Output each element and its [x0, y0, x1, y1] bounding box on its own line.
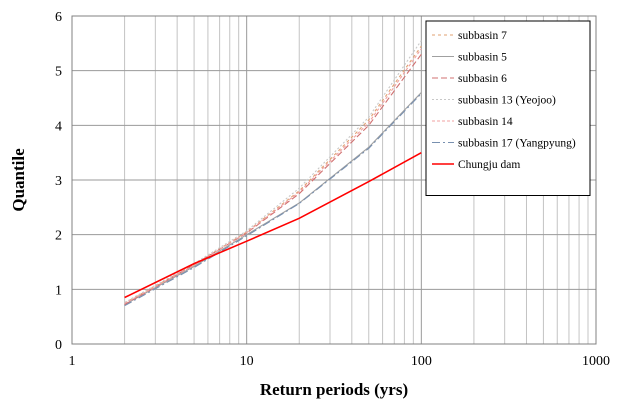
y-tick-label: 0 [55, 338, 62, 353]
legend: subbasin 7 subbasin 5 subbasin 6 subbasin 1… [425, 20, 591, 196]
y-tick-label: 5 [55, 65, 62, 80]
series-lines [124, 40, 422, 307]
y-tick-label: 1 [55, 283, 62, 298]
series-line-4 [124, 40, 422, 303]
legend-box [425, 20, 591, 196]
plot-area-frame [71, 15, 597, 345]
series-line-2 [124, 92, 422, 306]
x-tick-label: 10 [240, 354, 254, 369]
series-line-6 [124, 93, 422, 307]
series-line-3 [124, 53, 422, 306]
y-tick-label: 2 [55, 229, 62, 244]
y-tick-label: 4 [55, 119, 62, 134]
legend-label: Chungju dam [458, 159, 520, 171]
series-line-7 [124, 151, 422, 299]
legend-label: subbasin 17 (Yangpyung) [458, 138, 576, 150]
series-line-5 [124, 48, 422, 304]
series-line-1 [124, 45, 422, 304]
y-axis-title: Quantile [9, 148, 28, 212]
y-tick-label: 3 [55, 174, 62, 189]
legend-label: subbasin 6 [458, 73, 507, 85]
legend-label: subbasin 13 (Yeojoo) [458, 95, 556, 107]
x-tick-label: 100 [411, 354, 432, 369]
x-axis-title: Return periods (yrs) [260, 380, 408, 399]
x-tick-label: 1 [69, 354, 76, 369]
legend-label: subbasin 5 [458, 52, 507, 64]
legend-label: subbasin 14 [458, 116, 513, 128]
y-tick-label: 6 [55, 10, 62, 25]
legend-label: subbasin 7 [458, 30, 507, 42]
x-tick-label: 1000 [582, 354, 610, 369]
